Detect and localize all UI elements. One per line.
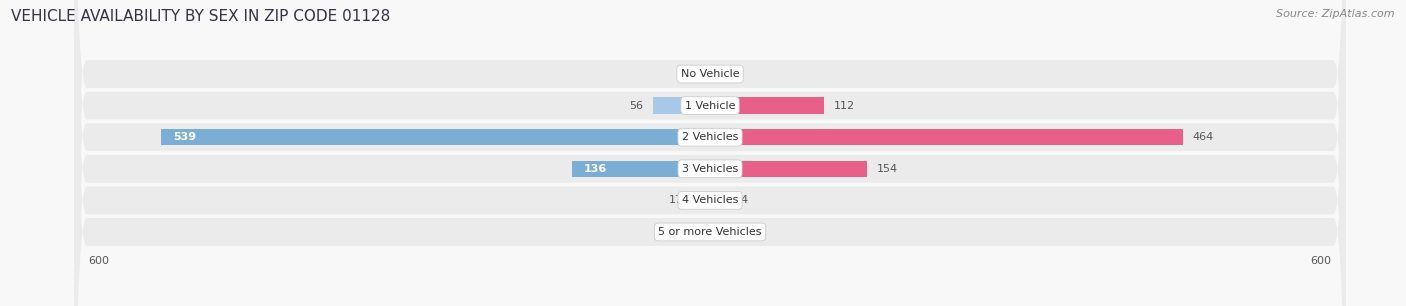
Text: 2 Vehicles: 2 Vehicles (682, 132, 738, 142)
Text: 14: 14 (734, 195, 748, 205)
FancyBboxPatch shape (75, 0, 1346, 306)
Bar (710, 129, 1182, 145)
Bar (693, 192, 710, 209)
Text: 3 Vehicles: 3 Vehicles (682, 164, 738, 174)
Text: 0: 0 (697, 227, 704, 237)
Text: VEHICLE AVAILABILITY BY SEX IN ZIP CODE 01128: VEHICLE AVAILABILITY BY SEX IN ZIP CODE … (11, 9, 391, 24)
FancyBboxPatch shape (75, 0, 1346, 306)
FancyBboxPatch shape (75, 0, 1346, 306)
Text: Source: ZipAtlas.com: Source: ZipAtlas.com (1277, 9, 1395, 19)
Text: 0: 0 (697, 69, 704, 79)
FancyBboxPatch shape (75, 0, 1346, 306)
Bar (710, 97, 824, 114)
Text: 136: 136 (583, 164, 607, 174)
Text: No Vehicle: No Vehicle (681, 69, 740, 79)
Bar (652, 97, 710, 114)
FancyBboxPatch shape (75, 0, 1346, 306)
Text: 1 Vehicle: 1 Vehicle (685, 101, 735, 111)
Bar (571, 161, 710, 177)
Text: 4 Vehicles: 4 Vehicles (682, 195, 738, 205)
Text: 539: 539 (173, 132, 197, 142)
FancyBboxPatch shape (75, 0, 1346, 306)
Text: 56: 56 (628, 101, 643, 111)
Text: 0: 0 (716, 227, 723, 237)
Bar (710, 192, 724, 209)
Text: 17: 17 (668, 195, 682, 205)
Text: 154: 154 (877, 164, 898, 174)
Bar (710, 161, 868, 177)
Bar (162, 129, 710, 145)
Text: 0: 0 (716, 69, 723, 79)
Text: 464: 464 (1192, 132, 1213, 142)
Text: 5 or more Vehicles: 5 or more Vehicles (658, 227, 762, 237)
Text: 112: 112 (834, 101, 855, 111)
